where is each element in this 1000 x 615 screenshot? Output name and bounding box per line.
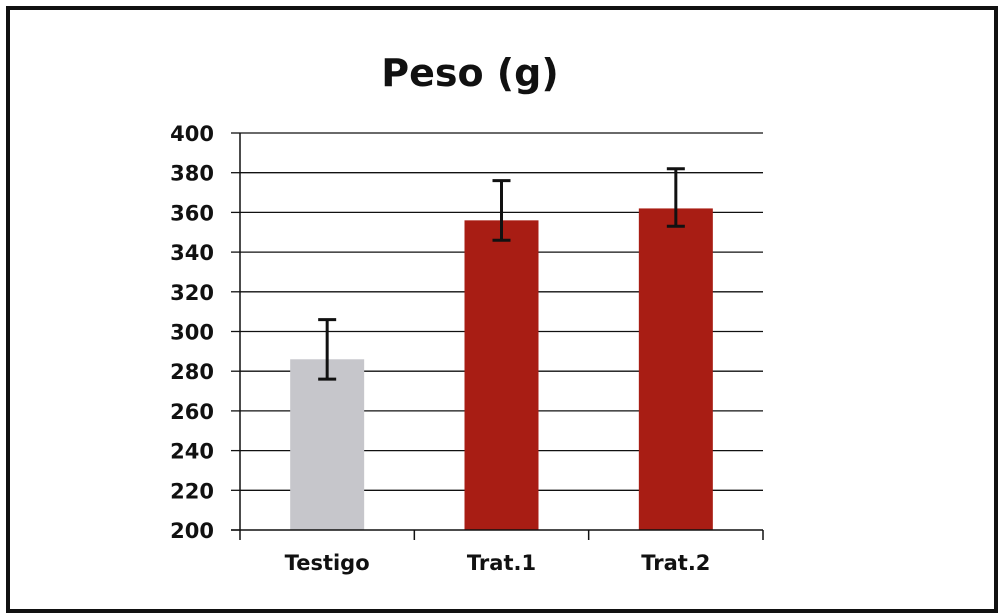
y-tick-label: 200	[170, 519, 214, 543]
x-tick-label: Testigo	[285, 551, 370, 575]
y-tick-label: 380	[170, 162, 214, 186]
chart-title: Peso (g)	[381, 51, 559, 95]
bars	[290, 167, 713, 530]
bar	[464, 220, 539, 530]
y-tick-label: 240	[170, 440, 214, 464]
x-tick-label: Trat.1	[467, 551, 536, 575]
tick-labels: 200 220 240 260 280 300 320 340 360 380 400 Testigo…	[170, 122, 710, 575]
y-tick-label: 220	[170, 479, 214, 503]
y-tick-label: 320	[170, 281, 214, 305]
y-tick-label: 300	[170, 321, 214, 345]
x-tick-label: Trat.2	[641, 551, 710, 575]
bar	[638, 208, 713, 530]
y-tick-label: 280	[170, 360, 214, 384]
y-tick-label: 400	[170, 122, 214, 146]
axes	[231, 132, 764, 540]
y-tick-label: 260	[170, 400, 214, 424]
y-tick-label: 360	[170, 201, 214, 225]
bar	[290, 359, 365, 530]
y-tick-label: 340	[170, 241, 214, 265]
